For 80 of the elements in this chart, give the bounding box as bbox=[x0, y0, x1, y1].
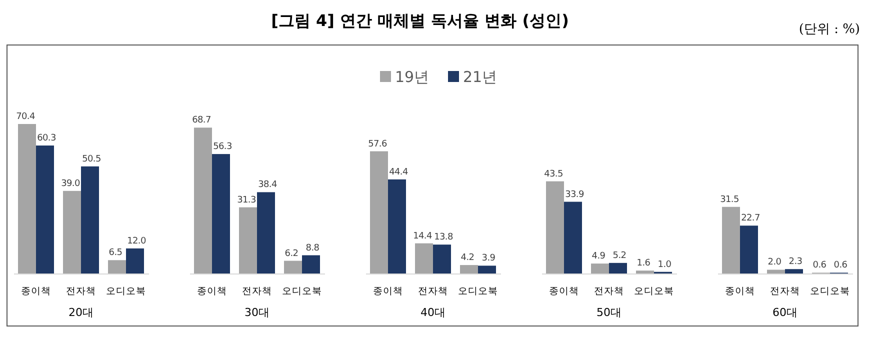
x-tick-label: 오디오북 bbox=[106, 286, 146, 297]
data-label: 39.0 bbox=[61, 178, 80, 189]
bar bbox=[785, 269, 803, 274]
text: [그림 4] 연간 매체별 독서율 변화 (성인) bbox=[271, 11, 569, 30]
data-label: 0.6 bbox=[834, 260, 848, 271]
bar bbox=[460, 265, 478, 274]
x-axis-title: 50대 bbox=[596, 306, 622, 319]
data-label: 38.4 bbox=[258, 180, 278, 190]
data-label: 33.9 bbox=[565, 190, 584, 200]
x-tick-label: 전자책 bbox=[594, 286, 624, 297]
text: (단위 : %) bbox=[798, 22, 860, 37]
x-tick-label: 종이책 bbox=[373, 286, 403, 297]
bar bbox=[63, 190, 81, 274]
x-tick-label: 종이책 bbox=[725, 286, 755, 297]
data-label: 4.2 bbox=[460, 253, 474, 264]
x-tick-label: 오디오북 bbox=[810, 286, 850, 297]
bar bbox=[239, 207, 257, 274]
x-tick-label: 오디오북 bbox=[634, 286, 674, 297]
x-axis-title: 40대 bbox=[420, 306, 446, 319]
bar bbox=[126, 248, 144, 274]
x-tick-label: 전자책 bbox=[770, 286, 800, 297]
data-label: 2.3 bbox=[788, 257, 802, 268]
bar bbox=[546, 181, 564, 274]
x-axis-title: 30대 bbox=[244, 306, 270, 319]
x-tick-label: 오디오북 bbox=[282, 286, 322, 297]
bar bbox=[609, 262, 627, 274]
data-label: 14.4 bbox=[413, 231, 432, 242]
x-tick-label: 오디오북 bbox=[458, 286, 498, 297]
data-label: 56.3 bbox=[213, 142, 232, 152]
x-axis-title: 20대 bbox=[68, 306, 94, 319]
data-label: 31.3 bbox=[237, 195, 256, 206]
data-label: 57.6 bbox=[368, 139, 388, 150]
data-label: 43.5 bbox=[544, 169, 563, 180]
data-label: 8.8 bbox=[306, 243, 320, 254]
data-label: 44.4 bbox=[389, 167, 408, 178]
bar bbox=[18, 124, 36, 274]
data-label: 4.9 bbox=[592, 252, 606, 262]
data-label: 70.4 bbox=[16, 112, 36, 122]
legend-label: 19년 bbox=[395, 68, 430, 86]
data-label: 6.2 bbox=[284, 248, 298, 259]
data-label: 0.6 bbox=[812, 260, 827, 271]
x-tick-label: 종이책 bbox=[549, 286, 579, 297]
legend-label: 21년 bbox=[463, 68, 498, 86]
bar bbox=[478, 266, 496, 274]
data-label: 60.3 bbox=[37, 134, 56, 144]
x-tick-label: 종이책 bbox=[21, 286, 51, 297]
x-tick-label: 전자책 bbox=[418, 286, 448, 297]
data-label: 2.0 bbox=[768, 258, 782, 268]
data-label: 12.0 bbox=[127, 236, 146, 246]
bar bbox=[740, 226, 758, 274]
bar bbox=[591, 264, 609, 274]
data-label: 13.8 bbox=[434, 232, 454, 243]
data-label: 6.5 bbox=[108, 248, 122, 258]
data-label: 50.5 bbox=[82, 154, 101, 164]
bar bbox=[257, 192, 275, 274]
bar bbox=[81, 166, 99, 274]
bar bbox=[388, 179, 406, 274]
x-tick-label: 종이책 bbox=[197, 286, 227, 297]
data-label: 1.0 bbox=[658, 260, 672, 270]
x-tick-label: 전자책 bbox=[66, 286, 96, 297]
bar bbox=[212, 154, 230, 274]
x-tick-label: 전자책 bbox=[242, 286, 272, 297]
bar bbox=[415, 243, 433, 274]
bar bbox=[433, 244, 451, 274]
data-label: 3.9 bbox=[482, 254, 496, 264]
bar bbox=[108, 260, 126, 274]
bar bbox=[767, 270, 785, 274]
bar bbox=[302, 255, 320, 274]
bar bbox=[36, 146, 54, 274]
data-label: 1.6 bbox=[636, 258, 651, 269]
bar bbox=[284, 260, 302, 274]
data-label: 31.5 bbox=[720, 194, 739, 205]
data-label: 5.2 bbox=[612, 250, 626, 261]
x-axis-title: 60대 bbox=[772, 306, 798, 319]
bar bbox=[722, 206, 740, 274]
bar bbox=[370, 151, 388, 274]
bar bbox=[194, 128, 212, 274]
data-label: 22.7 bbox=[741, 214, 760, 224]
data-label: 68.7 bbox=[192, 116, 211, 126]
bar bbox=[564, 202, 582, 274]
